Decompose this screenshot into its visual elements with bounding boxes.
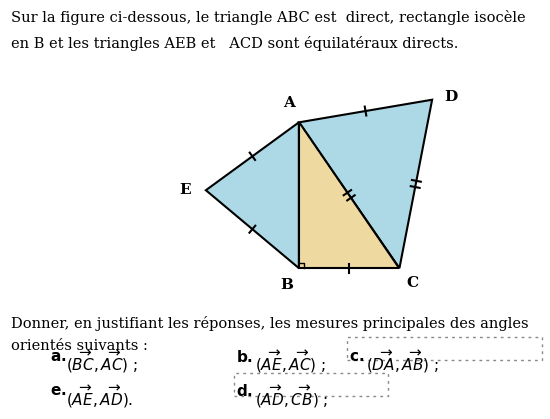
Text: $\mathbf{c.}$: $\mathbf{c.}$ <box>349 349 365 364</box>
Text: C: C <box>406 276 418 290</box>
Text: $\mathbf{b.}$: $\mathbf{b.}$ <box>236 349 254 365</box>
Text: $(\overrightarrow{AD},\overrightarrow{CB})\ ;$: $(\overrightarrow{AD},\overrightarrow{CB… <box>255 383 328 410</box>
Text: orientés suivants :: orientés suivants : <box>11 339 148 353</box>
Text: D: D <box>445 90 458 104</box>
Text: A: A <box>283 96 295 110</box>
Text: Donner, en justifiant les réponses, les mesures principales des angles: Donner, en justifiant les réponses, les … <box>11 316 529 331</box>
Text: $(\overrightarrow{BC},\overrightarrow{AC})\ ;$: $(\overrightarrow{BC},\overrightarrow{AC… <box>66 349 138 375</box>
Text: $\mathbf{a.}$: $\mathbf{a.}$ <box>50 349 66 364</box>
Text: E: E <box>179 183 191 197</box>
Text: $(\overrightarrow{DA},\overrightarrow{AB})\ ;$: $(\overrightarrow{DA},\overrightarrow{AB… <box>366 349 439 375</box>
Text: en B et les triangles AEB et   ACD sont équilatéraux directs.: en B et les triangles AEB et ACD sont éq… <box>11 36 458 51</box>
Polygon shape <box>206 122 299 268</box>
Polygon shape <box>299 122 399 268</box>
Polygon shape <box>299 100 432 268</box>
Text: $\mathbf{e.}$: $\mathbf{e.}$ <box>50 383 66 398</box>
Text: B: B <box>280 278 293 292</box>
Text: Sur la figure ci-dessous, le triangle ABC est  direct, rectangle isocèle: Sur la figure ci-dessous, le triangle AB… <box>11 10 526 26</box>
Text: $\mathbf{d.}$: $\mathbf{d.}$ <box>236 383 254 399</box>
Text: $(\overrightarrow{AE},\overrightarrow{AD}).$: $(\overrightarrow{AE},\overrightarrow{AD… <box>66 383 133 410</box>
Text: $(\overrightarrow{AE},\overrightarrow{AC})\ ;$: $(\overrightarrow{AE},\overrightarrow{AC… <box>255 349 326 375</box>
